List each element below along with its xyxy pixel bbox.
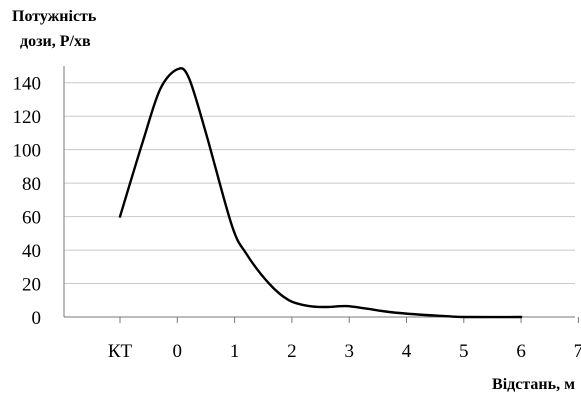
y-tick-label: 40	[22, 241, 41, 262]
x-tick-label: КТ	[108, 341, 133, 362]
x-tick-label: 2	[287, 341, 297, 362]
y-axis-title-line-1: Потужність	[12, 8, 97, 25]
x-tick-label: 0	[173, 341, 183, 362]
x-tick-label: 7	[574, 341, 581, 362]
x-tick-label: 3	[344, 341, 354, 362]
axes	[63, 66, 579, 323]
x-tick-label: 4	[402, 341, 412, 362]
x-tick-label: 5	[459, 341, 469, 362]
x-axis-title: Відстань, м	[492, 376, 575, 393]
series	[118, 67, 523, 319]
y-tick-label: 100	[13, 141, 42, 162]
y-tick-label: 60	[22, 208, 41, 229]
y-tick-label: 140	[13, 74, 42, 95]
y-tick-label: 0	[32, 308, 42, 329]
y-tick-label: 120	[13, 107, 42, 128]
x-tick-label: 6	[516, 341, 526, 362]
y-tick-label: 20	[22, 275, 41, 296]
dose-rate-line	[118, 67, 523, 319]
y-tick-label: 80	[22, 174, 41, 195]
y-axis-title-line-2: дози, Р/хв	[20, 33, 91, 50]
x-tick-labels: КТ 0 1 2 3 4 5 6 7	[108, 341, 581, 362]
gridlines	[64, 82, 575, 285]
y-tick-labels: 0 20 40 60 80 100 120 140	[13, 74, 42, 329]
x-tick-label: 1	[230, 341, 240, 362]
